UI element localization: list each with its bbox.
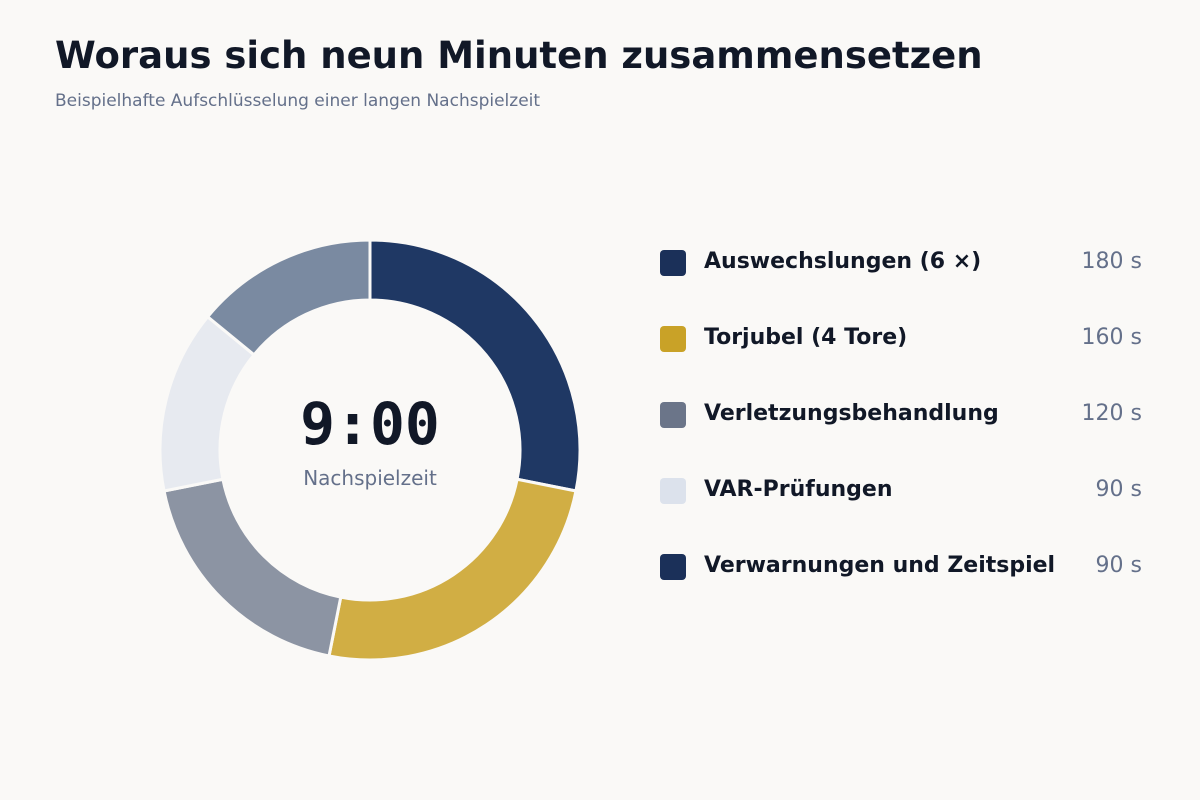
- legend-value: 160 s: [1081, 325, 1142, 350]
- legend-item-var-pruefungen: VAR-Prüfungen 90 s: [660, 472, 1142, 548]
- legend-swatch: [660, 402, 686, 428]
- legend-value: 90 s: [1095, 477, 1142, 502]
- total-time-label: Nachspielzeit: [303, 466, 437, 490]
- legend-label: Torjubel (4 Tore): [704, 325, 908, 350]
- legend-label: Auswechslungen (6 ×): [704, 249, 982, 274]
- donut-slice: [368, 238, 582, 493]
- legend-swatch: [660, 326, 686, 352]
- legend-item-auswechslungen: Auswechslungen (6 ×) 180 s: [660, 244, 1142, 320]
- legend-swatch: [660, 478, 686, 504]
- legend-swatch: [660, 250, 686, 276]
- legend-label: Verwarnungen und Zeitspiel: [704, 553, 1056, 578]
- donut-slice: [205, 238, 372, 357]
- legend-item-verwarnungen: Verwarnungen und Zeitspiel 90 s: [660, 548, 1142, 624]
- legend-value: 180 s: [1081, 249, 1142, 274]
- legend-value: 90 s: [1095, 553, 1142, 578]
- legend-label: Verletzungsbehandlung: [704, 401, 999, 426]
- chart-title: Woraus sich neun Minuten zusammensetzen: [55, 34, 983, 77]
- donut-slice: [327, 477, 578, 662]
- chart-subtitle: Beispielhafte Aufschlüsselung einer lang…: [55, 91, 541, 111]
- legend-swatch: [660, 554, 686, 580]
- donut-slice: [162, 477, 343, 658]
- legend: Auswechslungen (6 ×) 180 s Torjubel (4 T…: [660, 244, 1142, 624]
- legend-item-verletzungsbehandlung: Verletzungsbehandlung 120 s: [660, 396, 1142, 472]
- legend-label: VAR-Prüfungen: [704, 477, 893, 502]
- total-time-value: 9:00: [300, 390, 440, 458]
- donut-chart: [158, 238, 582, 662]
- legend-value: 120 s: [1081, 401, 1142, 426]
- legend-item-torjubel: Torjubel (4 Tore) 160 s: [660, 320, 1142, 396]
